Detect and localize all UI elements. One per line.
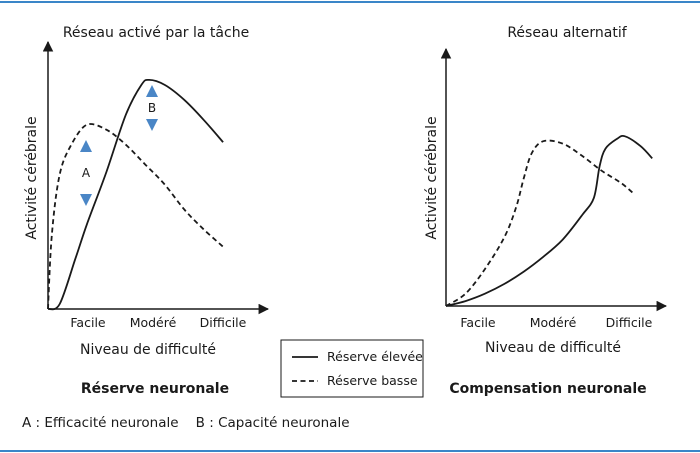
panel-2-tick-1: Modéré xyxy=(530,315,577,330)
annotation-b: B xyxy=(146,85,158,131)
panel-2-tick-2: Difficile xyxy=(606,315,653,330)
panel-1-series-low-reserve xyxy=(47,123,224,310)
legend-label-low-reserve: Réserve basse xyxy=(327,373,418,388)
panel-1-tick-0: Facile xyxy=(70,315,106,330)
panel-2-y-title: Activité cérébrale xyxy=(424,116,440,239)
legend-box xyxy=(280,339,424,398)
panel-2-series-low-reserve xyxy=(445,139,634,307)
panel-1-title: Réseau activé par la tâche xyxy=(63,25,249,41)
legend: Réserve élevée Réserve basse xyxy=(280,339,424,398)
panel-task-network: Réseau activé par la tâche Facile Modéré… xyxy=(24,25,270,397)
panel-2-x-title: Niveau de difficulté xyxy=(485,340,621,356)
annotation-a-label: A xyxy=(82,166,91,180)
panel-1-tick-2: Difficile xyxy=(200,315,247,330)
annotation-b-up-arrow xyxy=(146,85,158,97)
annotation-b-label: B xyxy=(148,101,156,115)
panel-2-caption: Compensation neuronale xyxy=(449,381,646,397)
legend-label-high-reserve: Réserve élevée xyxy=(327,349,423,364)
frame-bottom-line xyxy=(0,450,700,452)
panel-alternative-network: Réseau alternatif Facile Modéré Difficil… xyxy=(424,25,668,397)
panel-2-title: Réseau alternatif xyxy=(507,25,627,41)
annotation-a-up-arrow xyxy=(80,140,92,152)
annotation-a-down-arrow xyxy=(80,194,92,206)
panel-2-tick-0: Facile xyxy=(460,315,496,330)
frame-top-line xyxy=(0,1,700,3)
panel-2-series-high-reserve xyxy=(445,134,653,307)
annotation-b-down-arrow xyxy=(146,119,158,131)
panel-1-x-title: Niveau de difficulté xyxy=(80,342,216,358)
panel-1-series-high-reserve xyxy=(47,78,224,311)
panel-1-tick-1: Modéré xyxy=(130,315,177,330)
annotation-a: A xyxy=(80,140,92,206)
panel-1-y-title: Activité cérébrale xyxy=(24,116,40,239)
footnote: A : Efficacité neuronale B : Capacité ne… xyxy=(22,415,350,431)
panel-1-caption: Réserve neuronale xyxy=(81,381,229,397)
